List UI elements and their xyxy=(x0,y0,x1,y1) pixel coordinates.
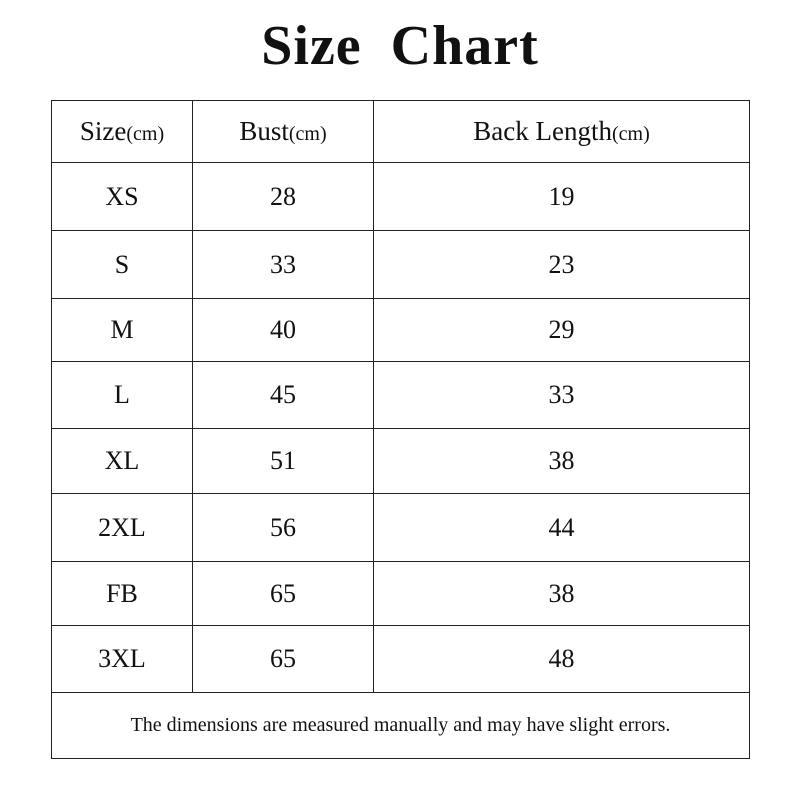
bust-cell: 51 xyxy=(192,428,374,494)
table-row: 3XL 65 48 xyxy=(51,625,750,693)
size-cell: M xyxy=(51,298,193,362)
header-size: Size(cm) xyxy=(51,100,193,163)
back-length-cell: 23 xyxy=(373,230,750,299)
table-row: FB 65 38 xyxy=(51,561,750,626)
header-bust: Bust(cm) xyxy=(192,100,374,163)
header-label: Size xyxy=(79,116,127,146)
header-unit: (cm) xyxy=(288,123,327,145)
bust-cell: 45 xyxy=(192,361,374,429)
bust-cell: 65 xyxy=(192,561,374,626)
back-length-cell: 44 xyxy=(373,493,750,562)
back-length-cell: 38 xyxy=(373,561,750,626)
size-cell: 2XL xyxy=(51,493,193,562)
header-label: Back Length xyxy=(473,116,612,146)
header-unit: (cm) xyxy=(126,123,165,145)
table-row: L 45 33 xyxy=(51,361,750,429)
size-cell: XL xyxy=(51,428,193,494)
table-row: 2XL 56 44 xyxy=(51,493,750,562)
size-cell: L xyxy=(51,361,193,429)
header-back-length: Back Length(cm) xyxy=(373,100,750,163)
table-header-row: Size(cm) Bust(cm) Back Length(cm) xyxy=(51,100,750,163)
bust-cell: 28 xyxy=(192,162,374,231)
measurement-note: The dimensions are measured manually and… xyxy=(51,692,750,759)
bust-cell: 65 xyxy=(192,625,374,693)
size-chart-table: Size(cm) Bust(cm) Back Length(cm) XS 28 19… xyxy=(51,100,750,759)
page-title: Size Chart xyxy=(261,15,539,77)
bust-cell: 56 xyxy=(192,493,374,562)
bust-cell: 40 xyxy=(192,298,374,362)
back-length-cell: 19 xyxy=(373,162,750,231)
table-row: M 40 29 xyxy=(51,298,750,362)
size-cell: 3XL xyxy=(51,625,193,693)
header-label: Bust xyxy=(239,116,289,146)
header-unit: (cm) xyxy=(611,123,650,145)
size-cell: XS xyxy=(51,162,193,231)
table-row: XL 51 38 xyxy=(51,428,750,494)
size-cell: FB xyxy=(51,561,193,626)
back-length-cell: 38 xyxy=(373,428,750,494)
table-footer-row: The dimensions are measured manually and… xyxy=(51,692,750,759)
table-row: S 33 23 xyxy=(51,230,750,299)
bust-cell: 33 xyxy=(192,230,374,299)
back-length-cell: 29 xyxy=(373,298,750,362)
table-row: XS 28 19 xyxy=(51,162,750,231)
back-length-cell: 33 xyxy=(373,361,750,429)
back-length-cell: 48 xyxy=(373,625,750,693)
size-cell: S xyxy=(51,230,193,299)
